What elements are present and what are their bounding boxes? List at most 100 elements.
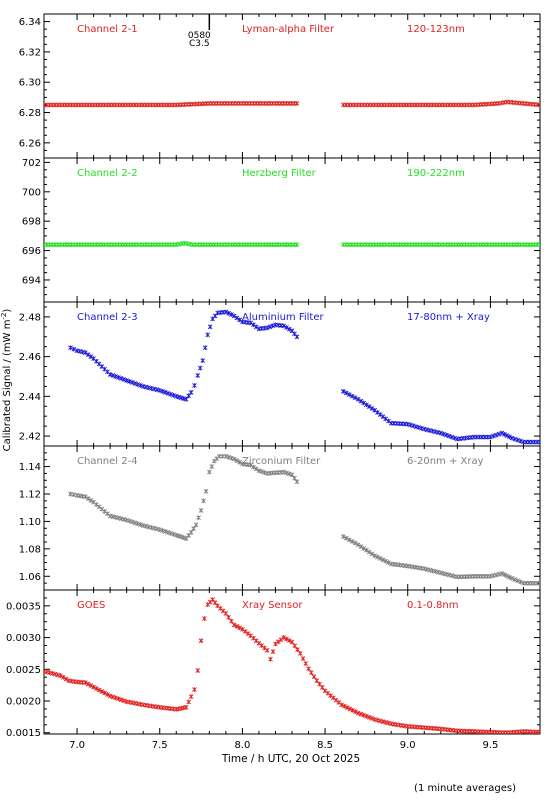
- data-point: [262, 645, 267, 651]
- data-point: [226, 310, 231, 316]
- panel-frame: [43, 157, 541, 303]
- data-point: [488, 434, 493, 440]
- filter-label: Xray Sensor: [242, 600, 303, 611]
- data-point: [275, 639, 281, 645]
- data-point: [110, 373, 116, 378]
- channel-label: Channel 2-1: [77, 24, 138, 35]
- data-point: [281, 635, 287, 640]
- y-tick-label: 1.06: [19, 572, 41, 583]
- data-point: [281, 469, 287, 475]
- data-point: [138, 383, 143, 388]
- data-point: [284, 470, 289, 476]
- data-point: [352, 540, 358, 546]
- channel-label: Channel 2-4: [77, 456, 138, 467]
- data-point: [383, 416, 389, 422]
- panel-4: 1.06 1.08 1.10 1.12 1.14 Channel 2-4 Zirconium…: [19, 445, 541, 591]
- data-point: [333, 697, 339, 703]
- data-point: [509, 576, 515, 581]
- data-point: [438, 430, 444, 436]
- data-point: [47, 670, 52, 675]
- data-point: [419, 425, 424, 431]
- data-point: [198, 638, 204, 644]
- data-point: [386, 720, 391, 726]
- y-tick-label: 6.28: [19, 108, 41, 119]
- data-point: [289, 639, 295, 645]
- data-point: [105, 692, 110, 697]
- data-point: [226, 454, 231, 460]
- data-point: [383, 720, 389, 725]
- data-point: [188, 530, 194, 535]
- data-point: [242, 629, 248, 634]
- data-point: [129, 380, 135, 385]
- y-axis-label-close: ): [2, 309, 13, 313]
- data-point: [294, 242, 300, 248]
- data-point: [135, 521, 141, 527]
- data-point: [253, 466, 259, 472]
- data-point: [259, 643, 265, 648]
- data-point: [264, 647, 270, 653]
- data-point: [178, 534, 184, 540]
- data-point: [229, 618, 234, 624]
- data-point: [94, 502, 99, 507]
- data-point: [226, 614, 231, 620]
- data-point: [377, 412, 383, 417]
- data-point: [121, 377, 127, 382]
- data-point: [96, 687, 102, 693]
- data-point: [537, 729, 540, 734]
- data-point: [375, 717, 380, 723]
- y-tick-label: 6.34: [19, 17, 41, 28]
- data-point: [237, 317, 242, 323]
- data-point: [198, 508, 204, 513]
- data-point: [116, 375, 121, 380]
- event-label: 0580: [188, 31, 211, 41]
- data-point: [201, 498, 206, 504]
- data-point: [202, 345, 208, 351]
- data-point: [267, 324, 273, 330]
- panels: 6.26 6.28 6.30 6.32 6.34 Channel 2-1 Lyman-alp…: [6, 13, 541, 751]
- data-point: [88, 354, 94, 359]
- data-point: [113, 374, 118, 379]
- data-point: [88, 498, 94, 503]
- data-point: [358, 398, 364, 404]
- data-point: [300, 656, 306, 661]
- data-point: [60, 675, 66, 680]
- data-point: [286, 638, 292, 643]
- data-points: [44, 240, 540, 248]
- y-tick-label: 0.0030: [6, 633, 41, 644]
- panel-frame: [43, 13, 541, 159]
- data-point: [490, 433, 496, 439]
- data-point: [253, 324, 259, 330]
- data-point: [349, 393, 355, 399]
- data-point: [408, 422, 413, 428]
- data-point: [191, 526, 196, 531]
- data-point: [181, 535, 187, 541]
- data-point: [292, 643, 298, 649]
- y-tick-label: 0.0035: [6, 601, 41, 612]
- data-point: [308, 670, 314, 675]
- data-point: [273, 641, 278, 647]
- data-point: [292, 475, 297, 481]
- x-tick-label: 7.0: [69, 740, 85, 751]
- data-point: [207, 469, 212, 475]
- data-point: [107, 693, 113, 699]
- data-point: [91, 684, 96, 690]
- filter-label: Lyman-alpha Filter: [242, 24, 335, 35]
- data-point: [386, 560, 391, 565]
- data-point: [259, 469, 265, 474]
- data-point: [289, 472, 295, 478]
- panel-frame: [43, 301, 541, 447]
- data-point: [209, 464, 215, 469]
- data-point: [343, 535, 349, 541]
- data-point: [124, 378, 129, 383]
- data-point: [328, 693, 333, 698]
- data-point: [303, 661, 309, 666]
- data-point: [380, 557, 386, 563]
- data-point: [220, 453, 225, 459]
- data-point: [358, 711, 364, 717]
- data-point: [286, 471, 292, 477]
- y-tick-label: 0.0020: [6, 697, 41, 708]
- data-point: [121, 698, 127, 704]
- data-point: [496, 431, 502, 437]
- data-point: [336, 700, 342, 705]
- data-point: [188, 694, 194, 699]
